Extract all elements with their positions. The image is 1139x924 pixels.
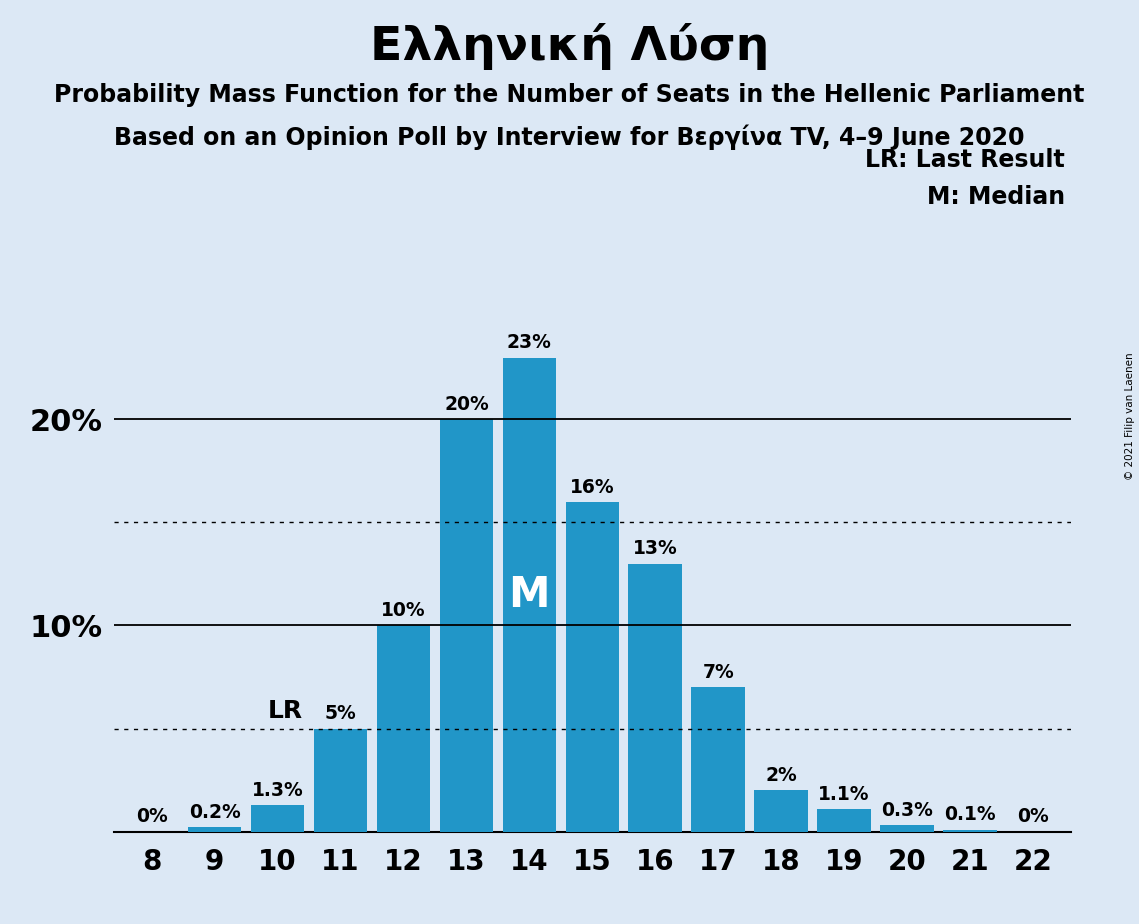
Text: Ελληνική Λύση: Ελληνική Λύση xyxy=(370,23,769,70)
Text: 0.1%: 0.1% xyxy=(944,806,995,824)
Text: 20%: 20% xyxy=(444,395,489,414)
Text: 0.2%: 0.2% xyxy=(189,803,240,822)
Text: M: M xyxy=(509,574,550,615)
Text: 5%: 5% xyxy=(325,704,357,723)
Bar xyxy=(629,564,682,832)
Text: © 2021 Filip van Laenen: © 2021 Filip van Laenen xyxy=(1125,352,1134,480)
Text: 1.1%: 1.1% xyxy=(818,784,870,804)
Text: M: Median: M: Median xyxy=(927,185,1065,209)
Bar xyxy=(377,626,431,832)
Text: 2%: 2% xyxy=(765,766,797,785)
Bar xyxy=(251,805,304,832)
Bar xyxy=(566,502,618,832)
Bar xyxy=(943,830,997,832)
Bar xyxy=(691,687,745,832)
Text: LR: Last Result: LR: Last Result xyxy=(866,148,1065,172)
Text: 7%: 7% xyxy=(703,663,734,682)
Text: 1.3%: 1.3% xyxy=(252,781,303,799)
Bar xyxy=(818,808,871,832)
Text: 13%: 13% xyxy=(633,540,678,558)
Text: Based on an Opinion Poll by Interview for Βεργίνα TV, 4–9 June 2020: Based on an Opinion Poll by Interview fo… xyxy=(114,125,1025,151)
Text: 23%: 23% xyxy=(507,334,551,352)
Bar xyxy=(502,358,556,832)
Text: 10%: 10% xyxy=(382,602,426,620)
Bar xyxy=(188,828,241,832)
Bar xyxy=(754,790,808,832)
Bar xyxy=(440,419,493,832)
Bar xyxy=(880,825,934,832)
Text: 0.3%: 0.3% xyxy=(882,801,933,821)
Bar xyxy=(313,728,367,832)
Text: Probability Mass Function for the Number of Seats in the Hellenic Parliament: Probability Mass Function for the Number… xyxy=(55,83,1084,107)
Text: 0%: 0% xyxy=(136,808,167,826)
Text: 0%: 0% xyxy=(1017,808,1049,826)
Text: 16%: 16% xyxy=(570,478,615,497)
Text: LR: LR xyxy=(268,699,303,723)
